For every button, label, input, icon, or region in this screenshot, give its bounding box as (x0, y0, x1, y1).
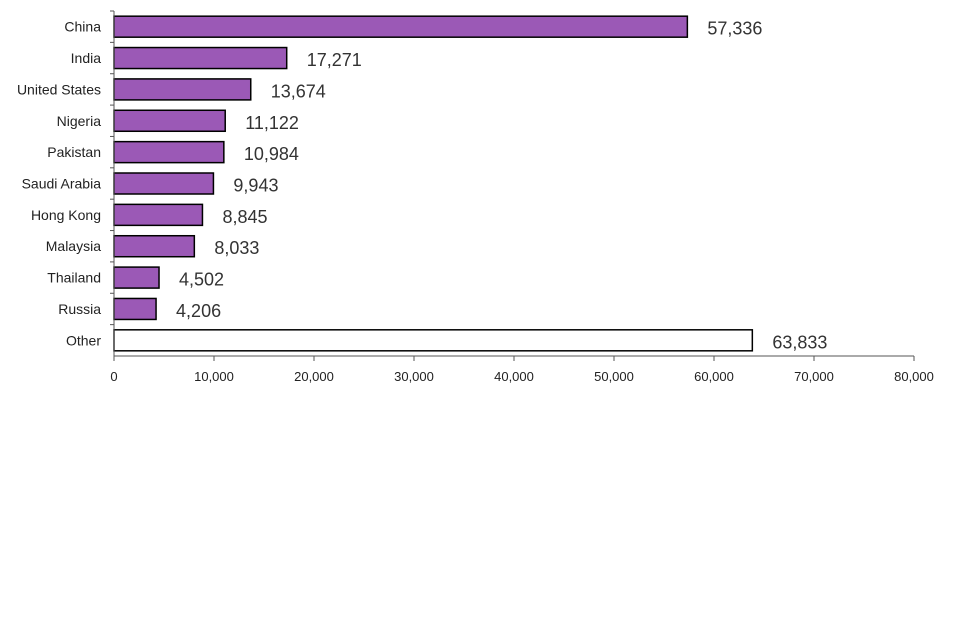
category-label-pakistan: Pakistan (47, 144, 101, 160)
value-label-other: 63,833 (772, 332, 827, 352)
category-label-russia: Russia (58, 301, 101, 317)
category-label-hong-kong: Hong Kong (31, 207, 101, 223)
bar-hong-kong (113, 203, 204, 227)
value-label-russia: 4,206 (176, 301, 221, 321)
bar-pakistan (113, 140, 225, 164)
x-tick-label: 30,000 (394, 369, 434, 384)
category-label-china: China (64, 19, 101, 35)
value-label-saudi-arabia: 9,943 (233, 176, 278, 196)
category-label-india: India (71, 50, 102, 66)
bar-other (113, 329, 754, 352)
value-label-india: 17,271 (307, 50, 362, 70)
value-label-hong-kong: 8,845 (222, 207, 267, 227)
x-tick-label: 20,000 (294, 369, 334, 384)
category-label-nigeria: Nigeria (57, 113, 102, 129)
value-label-pakistan: 10,984 (244, 144, 299, 164)
bar-united-states (113, 78, 252, 101)
value-label-malaysia: 8,033 (214, 238, 259, 258)
value-label-thailand: 4,502 (179, 270, 224, 290)
bar-malaysia (113, 234, 196, 258)
x-tick-label: 10,000 (194, 369, 234, 384)
x-tick-label: 70,000 (794, 369, 834, 384)
x-tick-label: 40,000 (494, 369, 534, 384)
labels-group: China 57,336 India 17,271 United States 13,67… (17, 19, 934, 384)
axes-group (110, 10, 915, 361)
value-label-china: 57,336 (707, 19, 762, 39)
x-tick-label: 80,000 (894, 369, 934, 384)
x-tick-label: 0 (110, 369, 117, 384)
x-tick-label: 60,000 (694, 369, 734, 384)
category-label-other: Other (66, 332, 101, 348)
category-label-united-states: United States (17, 81, 101, 97)
category-label-saudi-arabia: Saudi Arabia (22, 176, 102, 192)
bar-russia (113, 297, 157, 321)
category-label-thailand: Thailand (47, 270, 101, 286)
bar-thailand (113, 266, 160, 289)
category-label-malaysia: Malaysia (46, 238, 101, 254)
bar-india (113, 46, 288, 70)
bar-nigeria (113, 109, 226, 133)
value-label-united-states: 13,674 (271, 81, 326, 101)
value-label-nigeria: 11,122 (245, 113, 299, 133)
bar-saudi-arabia (113, 172, 215, 195)
bar-china (113, 15, 689, 38)
x-tick-label: 50,000 (594, 369, 634, 384)
